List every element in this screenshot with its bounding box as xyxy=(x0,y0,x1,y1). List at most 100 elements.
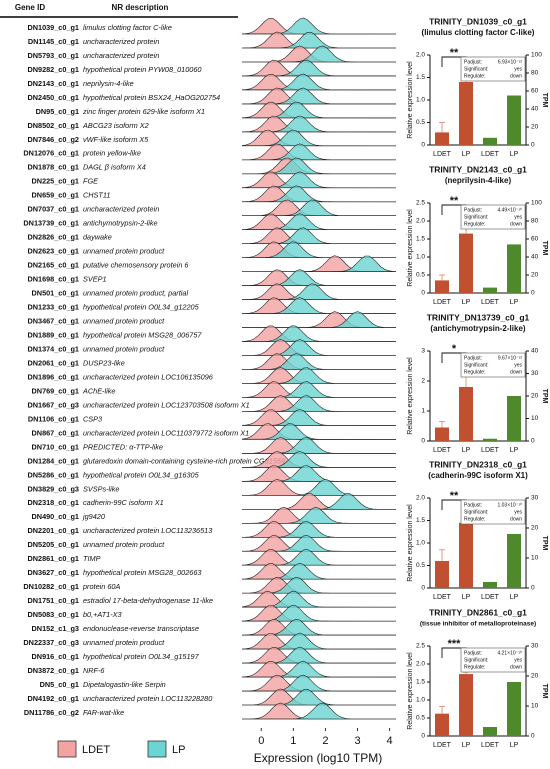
stats-label: Significant: xyxy=(464,214,488,220)
density-ridge xyxy=(242,465,396,482)
x-tick-label: LP xyxy=(462,742,471,749)
gene-id: DN659_c0_g1 xyxy=(32,191,79,200)
stats-value: 9.67×10⁻¹² xyxy=(498,355,523,361)
y-axis-label: Relative expression level xyxy=(407,357,414,435)
y-tick-label: 2.5 xyxy=(416,643,425,650)
stats-label: Padjust: xyxy=(464,59,482,65)
density-ridge xyxy=(241,633,397,650)
x-tick-label: LP xyxy=(510,594,519,601)
gene-description: uncharacterized protein xyxy=(83,205,159,214)
y-tick-label: 2.0 xyxy=(416,218,425,225)
gene-id: DN1751_c0_g1 xyxy=(27,596,79,605)
density-ridge xyxy=(242,31,396,49)
gene-description: Dipetalogastin-like Serpin xyxy=(83,680,166,689)
stats-label: Regulate: xyxy=(464,369,485,375)
density-ridge xyxy=(241,325,397,342)
x-tick-label: LDET xyxy=(481,742,500,749)
gene-description: FAR-wat-like xyxy=(83,708,124,717)
density-ridge xyxy=(241,409,397,426)
y-axis-label: Relative expression level xyxy=(407,61,414,139)
density-ridge xyxy=(242,674,396,692)
y2-tick-label: 80 xyxy=(531,70,539,77)
gene-id: DN11786_c0_g2 xyxy=(24,708,79,717)
bar xyxy=(507,95,521,145)
bar xyxy=(435,427,449,441)
stats-value: down xyxy=(510,516,522,522)
bar xyxy=(459,522,473,588)
y-tick-label: 0 xyxy=(421,142,425,149)
gene-description: protein yellow-like xyxy=(82,149,141,158)
gene-description: protein 60A xyxy=(82,582,120,591)
gene-description: CHST11 xyxy=(83,191,110,200)
x-tick-label: LDET xyxy=(433,447,452,454)
bar xyxy=(435,132,449,145)
density-ridge xyxy=(241,605,397,622)
table-header: Gene ID xyxy=(15,3,45,12)
x-tick-label: 2 xyxy=(322,735,328,747)
gene-description: hypothetical protein MSG28_006757 xyxy=(83,330,202,339)
gene-id: DN5083_c0_g1 xyxy=(27,610,79,619)
gene-description: estradiol 17-beta-dehydrogenase 11-like xyxy=(83,596,213,605)
gene-id: DN4192_c0_g1 xyxy=(27,694,79,703)
y2-axis-label: TPM xyxy=(541,684,548,699)
gene-id: DN5_c0_g1 xyxy=(40,680,79,689)
gene-id: DN3627_c0_g1 xyxy=(27,568,79,577)
panel-subtitle: (neprilysin-4-like) xyxy=(445,176,512,185)
gene-id: DN1889_c0_g1 xyxy=(27,330,79,339)
gene-id: DN1698_c0_g1 xyxy=(27,275,79,284)
stats-value: yes xyxy=(514,66,522,72)
stats-value: 4.49×10⁻¹⁰ xyxy=(497,207,522,213)
gene-id: DN9282_c0_g1 xyxy=(27,65,79,74)
bar xyxy=(459,82,473,145)
gene-id: DN501_c0_g1 xyxy=(32,289,79,298)
stats-label: Padjust: xyxy=(464,502,482,508)
gene-description: unnamed protein product xyxy=(83,247,165,256)
legend-label: LDET xyxy=(82,744,110,756)
density-ridge xyxy=(242,73,396,91)
density-ridge xyxy=(242,451,396,468)
x-tick-label: LP xyxy=(462,447,471,454)
table-header: NR description xyxy=(112,3,169,12)
gene-description: TIMP xyxy=(83,554,101,563)
y-axis-label: Relative expression level xyxy=(407,652,414,730)
significance-stars: *** xyxy=(448,638,462,650)
x-tick-label: LP xyxy=(510,742,519,749)
gene-id: DN1233_c0_g1 xyxy=(27,303,79,312)
density-ridge xyxy=(242,688,396,706)
gene-id: DN867_c0_g1 xyxy=(32,428,79,437)
gene-description: endonuclease-reverse transcriptase xyxy=(83,624,199,633)
gene-id: DN2165_c0_g1 xyxy=(27,261,79,270)
density-ridge xyxy=(241,297,396,314)
x-tick-label: 0 xyxy=(258,735,264,747)
y2-tick-label: 0 xyxy=(531,142,535,149)
significance-stars: ** xyxy=(450,47,459,59)
bar xyxy=(435,280,449,293)
panel-title: TRINITY_DN2861_c0_g1 xyxy=(429,607,527,617)
gene-description: unnamed protein product, partial xyxy=(83,289,188,298)
gene-description: hypothetical protein O0L34_g16305 xyxy=(83,470,200,479)
y2-tick-label: 30 xyxy=(531,495,539,502)
legend-label: LP xyxy=(172,744,185,756)
density-ridge xyxy=(242,129,396,147)
y2-tick-label: 80 xyxy=(531,218,539,225)
x-tick-label: LP xyxy=(462,299,471,306)
y2-tick-label: 20 xyxy=(531,124,539,131)
y-tick-label: 0 xyxy=(421,438,425,445)
x-tick-label: LDET xyxy=(433,742,452,749)
gene-description: uncharacterized protein xyxy=(83,37,159,46)
density-ridge xyxy=(242,381,396,398)
gene-id: DN95_c0_g1 xyxy=(36,107,79,116)
y2-tick-label: 20 xyxy=(531,673,539,680)
stats-box xyxy=(460,204,526,230)
density-ridge xyxy=(241,590,397,608)
gene-description: unnamed protein product xyxy=(83,317,165,326)
x-tick-label: LDET xyxy=(433,594,452,601)
gene-description: jg9420 xyxy=(82,512,105,521)
stats-value: 6.93×10⁻¹² xyxy=(498,59,523,65)
density-ridge xyxy=(242,493,396,510)
bar xyxy=(507,396,521,441)
stats-value: yes xyxy=(514,214,522,220)
density-ridge xyxy=(242,506,396,524)
panel-subtitle: (tissue inhibitor of metalloproteinase) xyxy=(420,621,536,628)
gene-id: DN1145_c0_g1 xyxy=(28,37,79,46)
